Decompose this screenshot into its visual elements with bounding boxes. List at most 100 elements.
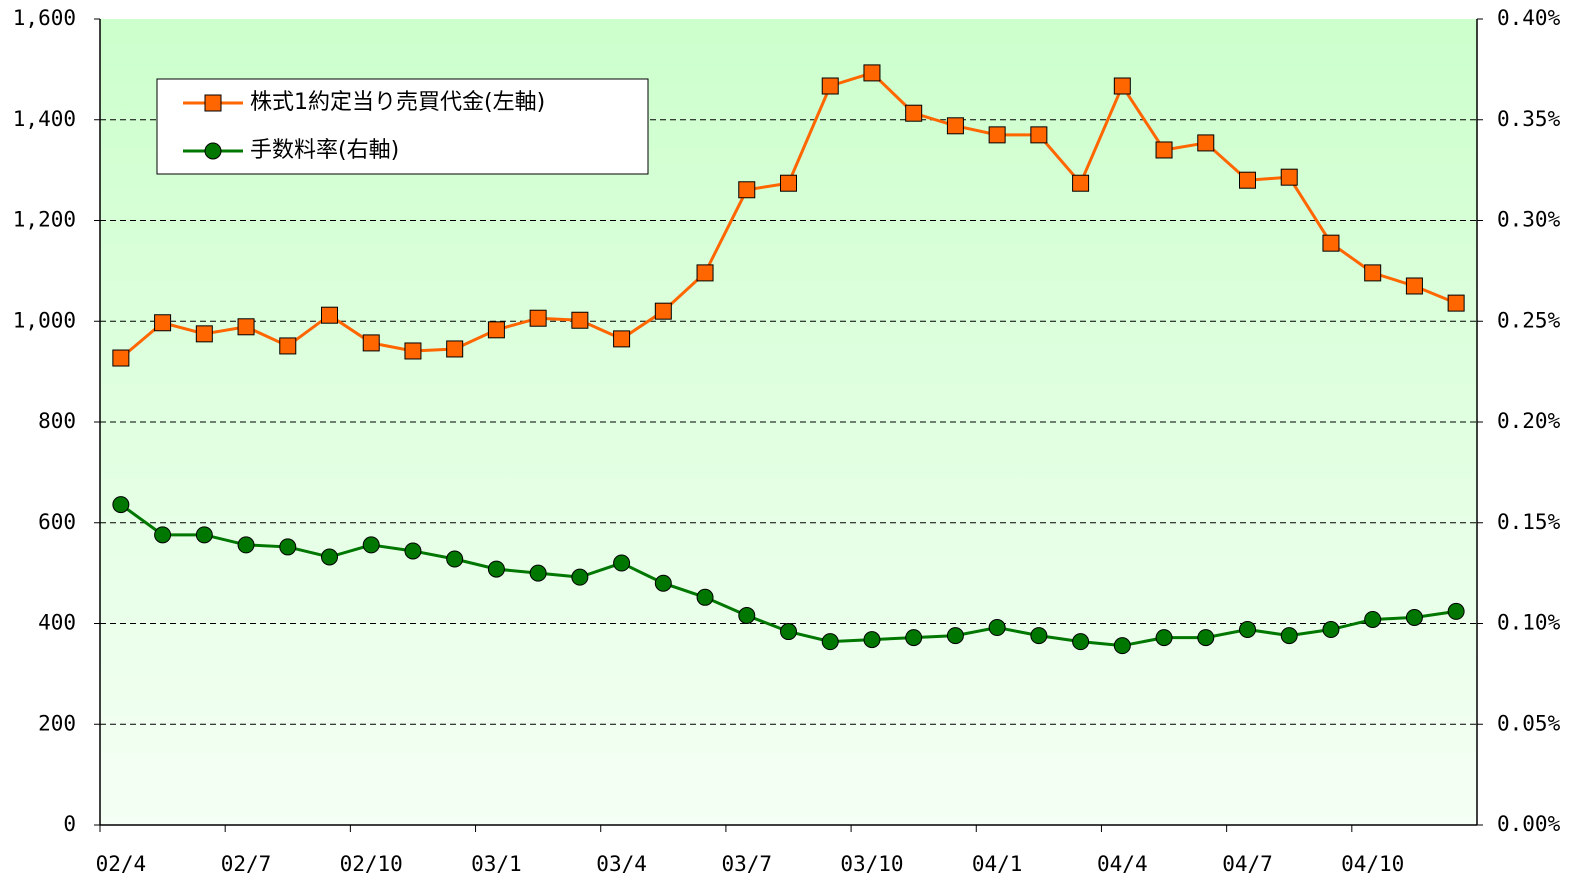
- y2-tick-label: 0.00%: [1497, 812, 1561, 836]
- y-tick-label: 1,400: [13, 107, 76, 131]
- y2-tick-label: 0.30%: [1497, 208, 1561, 232]
- marker: [1197, 134, 1215, 152]
- y-tick-label: 1,000: [13, 308, 76, 332]
- marker: [1072, 633, 1090, 651]
- marker: [1030, 126, 1048, 144]
- marker: [780, 174, 797, 192]
- legend-box: [156, 78, 649, 175]
- marker: [1072, 174, 1090, 192]
- marker: [1113, 637, 1131, 655]
- x-tick-label: 04/1: [972, 852, 1023, 876]
- marker: [487, 321, 505, 339]
- marker: [237, 318, 255, 336]
- marker: [1364, 610, 1382, 628]
- marker: [654, 574, 672, 592]
- marker: [404, 542, 422, 560]
- marker: [863, 64, 881, 82]
- marker: [988, 619, 1006, 637]
- marker: [195, 526, 213, 544]
- marker: [1197, 629, 1215, 647]
- marker: [1280, 627, 1298, 645]
- marker: [905, 104, 923, 122]
- x-tick-label: 04/4: [1097, 852, 1148, 876]
- marker: [446, 340, 464, 358]
- marker: [204, 142, 222, 160]
- x-tick-label: 04/10: [1341, 852, 1404, 876]
- marker: [821, 633, 839, 651]
- marker: [696, 264, 714, 282]
- marker: [988, 126, 1006, 144]
- marker: [863, 631, 881, 649]
- marker: [1447, 294, 1465, 312]
- marker: [112, 496, 130, 514]
- marker: [1239, 621, 1256, 639]
- y2-tick-label: 0.25%: [1497, 308, 1561, 332]
- marker: [1280, 168, 1298, 186]
- marker: [696, 588, 714, 606]
- marker: [905, 629, 923, 647]
- y2-tick-label: 0.20%: [1497, 409, 1561, 433]
- y-tick-label: 800: [38, 409, 76, 433]
- x-tick-label: 03/7: [721, 852, 772, 876]
- marker: [1113, 77, 1131, 95]
- marker: [279, 538, 297, 556]
- marker: [1405, 608, 1423, 626]
- marker: [780, 623, 797, 641]
- y-tick-label: 200: [38, 711, 76, 735]
- marker: [195, 325, 213, 343]
- y-tick-label: 0: [63, 812, 76, 836]
- marker: [154, 526, 172, 544]
- marker: [112, 349, 130, 367]
- y-tick-label: 600: [38, 510, 76, 534]
- marker: [738, 606, 756, 624]
- marker: [237, 536, 255, 554]
- marker: [1364, 264, 1382, 282]
- marker: [1239, 171, 1256, 189]
- y-tick-label: 400: [38, 611, 76, 635]
- x-tick-label: 03/4: [596, 852, 647, 876]
- marker: [613, 330, 631, 348]
- y2-tick-label: 0.40%: [1497, 6, 1561, 30]
- marker: [613, 554, 631, 572]
- marker: [946, 627, 964, 645]
- marker: [571, 311, 589, 329]
- y2-tick-label: 0.05%: [1497, 711, 1561, 735]
- marker: [1322, 621, 1340, 639]
- x-tick-label: 04/7: [1222, 852, 1273, 876]
- marker: [946, 117, 964, 135]
- marker: [1030, 627, 1048, 645]
- legend-label: 株式1約定当り売買代金(左軸): [250, 90, 545, 115]
- x-tick-label: 03/10: [840, 852, 903, 876]
- marker: [654, 302, 672, 320]
- y-tick-label: 1,600: [13, 6, 76, 30]
- marker: [1322, 234, 1340, 252]
- marker: [821, 77, 839, 95]
- marker: [529, 564, 547, 582]
- marker: [571, 568, 589, 586]
- marker: [1155, 141, 1173, 159]
- marker: [487, 560, 505, 578]
- marker: [1447, 602, 1465, 620]
- y2-tick-label: 0.15%: [1497, 510, 1561, 534]
- marker: [1155, 629, 1173, 647]
- marker: [204, 94, 222, 112]
- x-tick-label: 02/10: [340, 852, 403, 876]
- x-tick-label: 02/7: [221, 852, 272, 876]
- marker: [446, 550, 464, 568]
- legend-label: 手数料率(右軸): [250, 138, 399, 163]
- marker: [321, 306, 338, 324]
- marker: [362, 334, 380, 352]
- marker: [321, 548, 338, 566]
- marker: [1405, 277, 1423, 295]
- y2-tick-label: 0.35%: [1497, 107, 1561, 131]
- x-tick-label: 03/1: [471, 852, 522, 876]
- marker: [279, 337, 297, 355]
- y-tick-label: 1,200: [13, 208, 76, 232]
- marker: [529, 309, 547, 327]
- x-tick-label: 02/4: [96, 852, 147, 876]
- y2-tick-label: 0.10%: [1497, 611, 1561, 635]
- marker: [404, 342, 422, 360]
- marker: [738, 181, 756, 199]
- marker: [154, 314, 172, 332]
